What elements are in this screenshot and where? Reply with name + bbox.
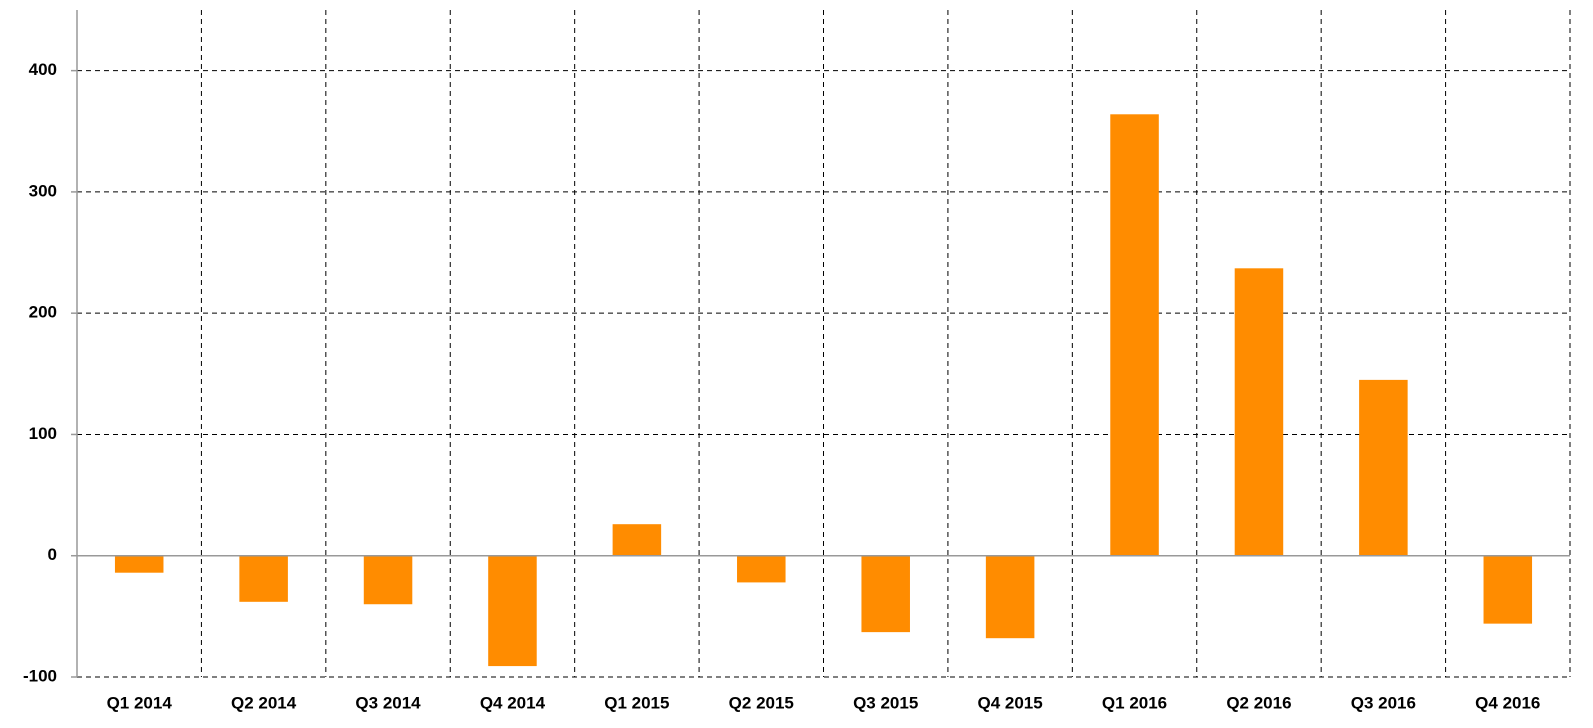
bar [861, 555, 910, 633]
bar [1234, 268, 1284, 556]
bar [114, 555, 164, 573]
y-tick-label: -100 [23, 666, 57, 685]
x-tick-label: Q4 2015 [978, 693, 1043, 712]
bar [1483, 555, 1533, 624]
y-tick-label: 100 [29, 424, 57, 443]
bar [737, 555, 786, 583]
x-tick-label: Q1 2015 [604, 693, 669, 712]
x-tick-label: Q2 2014 [231, 693, 297, 712]
x-tick-label: Q3 2015 [853, 693, 918, 712]
y-tick-label: 0 [48, 545, 57, 564]
x-tick-label: Q4 2016 [1475, 693, 1540, 712]
x-tick-label: Q2 2016 [1226, 693, 1291, 712]
bar [239, 555, 288, 602]
bar [1359, 379, 1408, 556]
x-tick-label: Q4 2014 [480, 693, 546, 712]
y-tick-label: 200 [29, 303, 57, 322]
bar [488, 555, 537, 667]
x-tick-label: Q3 2016 [1351, 693, 1416, 712]
y-tick-label: 400 [29, 60, 57, 79]
x-tick-label: Q1 2014 [107, 693, 173, 712]
y-tick-label: 300 [29, 181, 57, 200]
bar [1110, 114, 1159, 556]
bar [985, 555, 1035, 639]
x-tick-label: Q3 2014 [355, 693, 421, 712]
x-tick-label: Q2 2015 [729, 693, 794, 712]
bar [363, 555, 413, 605]
x-tick-label: Q1 2016 [1102, 693, 1167, 712]
bar [612, 524, 662, 556]
